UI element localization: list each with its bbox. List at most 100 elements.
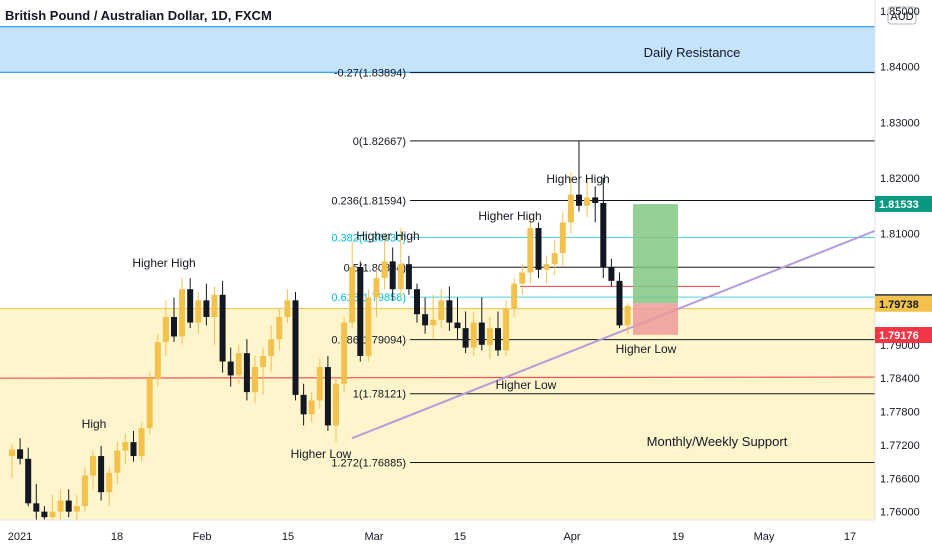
candle-body <box>179 289 186 337</box>
candle-body <box>41 511 48 518</box>
candle-body <box>357 266 364 356</box>
price-tick: 1.82000 <box>880 173 920 185</box>
candle-body <box>138 428 145 457</box>
candle-body <box>381 261 388 279</box>
fib-level-label: 0.382(1.80930) <box>331 232 406 244</box>
candle-body <box>486 328 493 345</box>
annotation-label: Higher Low <box>291 447 352 461</box>
trend-line[interactable] <box>351 229 876 440</box>
annotation-label: Higher High <box>356 229 419 243</box>
price-badge <box>875 195 932 212</box>
price-axis-bg <box>875 0 932 550</box>
fib-level-label: 0.236(1.81594) <box>331 196 406 208</box>
candle-body <box>187 289 194 323</box>
time-tick: 2021 <box>8 531 32 543</box>
zones-layer: Daily Resistance Monthly/Weekly Support <box>0 26 875 520</box>
price-tick: 1.84000 <box>880 62 920 74</box>
candle-body <box>171 317 177 337</box>
time-axis[interactable]: 2021 18 Feb 15 Mar 15 Apr 19 May 17 <box>0 519 875 550</box>
candle-body <box>98 456 105 493</box>
candle-body <box>438 300 445 320</box>
zone-label-support: Monthly/Weekly Support <box>647 434 788 449</box>
price-badge <box>875 327 932 344</box>
candle-body <box>65 500 72 512</box>
currency-badge[interactable] <box>887 6 917 25</box>
time-tick: Apr <box>563 531 580 543</box>
annotation-label: Higher High <box>546 172 609 186</box>
candle-body <box>219 294 226 362</box>
price-tick: 1.78400 <box>880 373 920 385</box>
annotations-layer: Higher High Higher High Higher High Higher … <box>82 172 677 461</box>
time-tick: Feb <box>193 531 212 543</box>
candle-body <box>478 322 485 345</box>
candle-body <box>430 319 437 326</box>
time-tick: 17 <box>844 531 856 543</box>
position-stop-zone[interactable] <box>633 303 678 335</box>
price-tick: 1.81000 <box>880 229 920 241</box>
candle-body <box>592 197 599 203</box>
candle-body <box>106 472 113 493</box>
candle-body <box>495 328 501 351</box>
fib-level-label: 1.272(1.76885) <box>331 457 406 469</box>
zone-label-resistance: Daily Resistance <box>644 45 741 60</box>
candle-body <box>543 264 550 270</box>
candle-body <box>519 272 526 284</box>
time-tick: 19 <box>672 531 684 543</box>
fib-level-label: 1(1.78121) <box>353 389 406 401</box>
candle-body <box>227 361 234 376</box>
candle-body <box>211 294 218 318</box>
price-tick: 1.85000 <box>880 6 920 18</box>
candle-body <box>57 500 64 512</box>
candle-body <box>276 317 283 340</box>
candle-body <box>470 322 477 348</box>
candle-body <box>260 355 267 368</box>
support-red-line[interactable] <box>0 376 876 379</box>
candle-body <box>300 394 307 415</box>
candle-body <box>130 442 137 457</box>
candle-body <box>154 342 161 379</box>
price-tick: 1.77200 <box>880 440 920 452</box>
position-target-zone[interactable] <box>633 204 678 304</box>
candle-body <box>195 300 202 323</box>
candle-body <box>600 202 607 267</box>
candle-body <box>389 261 396 290</box>
candle-body <box>146 378 153 429</box>
candle-body <box>73 506 80 512</box>
time-axis-bg <box>0 520 875 550</box>
price-badge-label: 1.79738 <box>879 299 919 311</box>
candle-body <box>373 278 380 298</box>
candle-body <box>535 228 542 270</box>
candle-body <box>243 353 250 393</box>
candle-body <box>308 400 315 415</box>
zone-0 <box>0 26 875 73</box>
price-badge <box>875 295 932 312</box>
candle-body <box>203 300 210 318</box>
time-tick: 15 <box>282 531 294 543</box>
candle-body <box>268 339 275 356</box>
candle-body <box>81 475 88 507</box>
candle-body <box>422 314 429 326</box>
candle-body <box>584 197 591 206</box>
candle-body <box>527 228 534 273</box>
long-position-tool[interactable] <box>633 204 678 335</box>
candle-body <box>252 367 258 393</box>
annotation-label: High <box>82 417 107 431</box>
zone-1 <box>0 308 875 520</box>
candle-body <box>284 300 291 318</box>
candle-body <box>405 264 412 290</box>
annotation-label: Higher High <box>132 256 195 270</box>
candle-body <box>33 503 40 512</box>
price-tick: 1.77800 <box>880 407 920 419</box>
price-tick: 1.83000 <box>880 117 920 129</box>
candle-body <box>559 222 566 254</box>
time-tick: May <box>754 531 775 543</box>
fibonacci-retracement[interactable]: -0.618(1.85475)-0.27(1.83894)0(1.82667)0… <box>328 0 875 469</box>
candle-body <box>624 305 631 326</box>
annotation-label: Higher Low <box>616 342 677 356</box>
candle-body <box>162 317 169 343</box>
time-tick: 18 <box>111 531 123 543</box>
candle-body <box>292 300 299 395</box>
candle-body <box>462 328 469 348</box>
